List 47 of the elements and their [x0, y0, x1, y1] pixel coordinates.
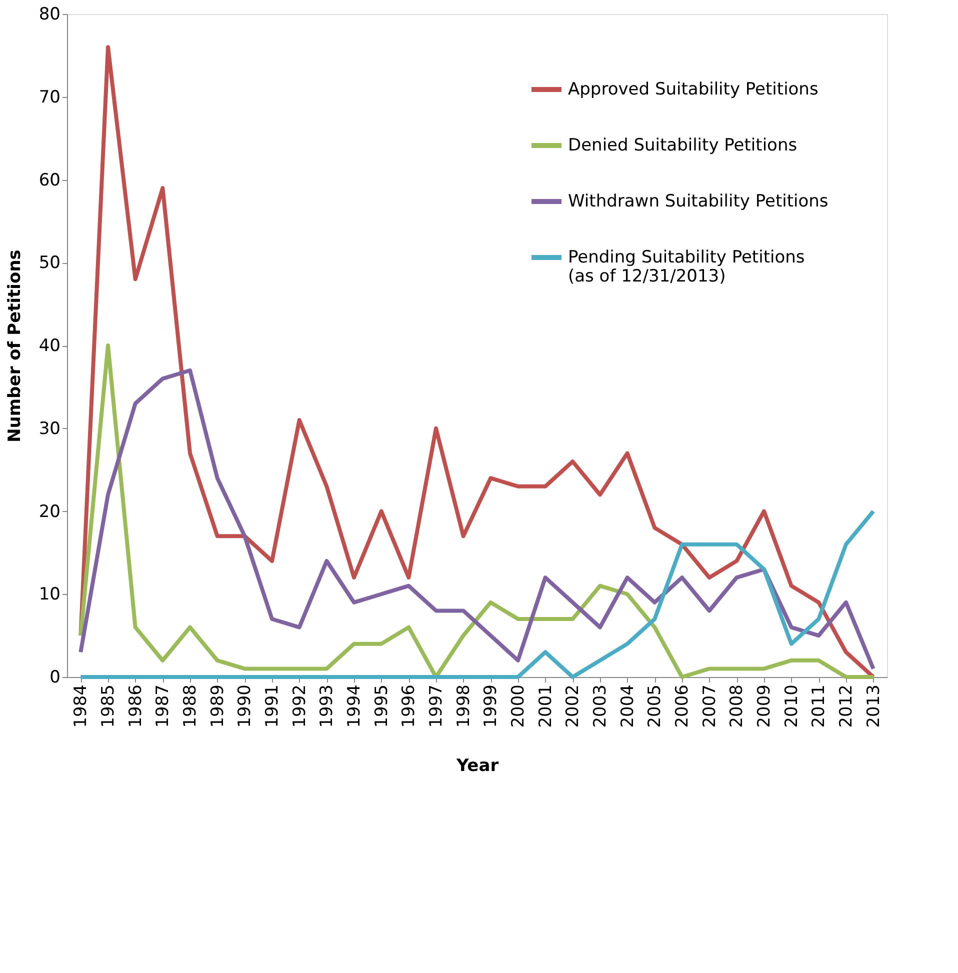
x-tick-label: 1987 [153, 684, 174, 728]
x-tick-label: 2001 [536, 684, 556, 728]
y-tick-label: 0 [50, 668, 60, 688]
x-tick-label: 1989 [208, 684, 228, 728]
x-tick-label: 2002 [563, 684, 584, 728]
x-tick-label: 2003 [590, 684, 610, 728]
x-tick-label: 1997 [426, 684, 446, 728]
x-tick-label: 1991 [262, 684, 282, 728]
x-tick-label: 1986 [126, 684, 146, 728]
y-tick-label: 70 [38, 87, 60, 108]
y-tick-label: 50 [38, 253, 60, 274]
x-tick-label: 1999 [481, 684, 502, 728]
y-tick-label: 80 [38, 4, 60, 24]
x-tick-label: 2006 [672, 684, 692, 728]
x-tick-label: 2013 [864, 684, 884, 728]
x-tick-label: 1992 [290, 684, 310, 728]
x-tick-label: 2010 [782, 684, 802, 728]
x-tick-label: 2005 [645, 684, 666, 728]
x-tick-label: 1990 [235, 684, 256, 728]
x-tick-label: 2009 [754, 684, 774, 728]
x-tick-label: 1988 [180, 684, 200, 728]
line-series [78, 45, 876, 679]
y-tick-label: 10 [38, 584, 60, 605]
x-tick-label: 2000 [508, 684, 528, 728]
x-tick-label: 1996 [399, 684, 420, 728]
y-axis-title: Number of Petitions [4, 250, 25, 442]
y-tick-label: 60 [38, 170, 60, 190]
x-tick-label: 2007 [700, 684, 720, 728]
x-tick-label: 1995 [372, 684, 392, 728]
x-tick-label: 2012 [836, 684, 856, 728]
legend-label: Pending Suitability Petitions (as of 12/31/2013) [568, 248, 805, 286]
legend-label: Approved Suitability Petitions [568, 80, 818, 100]
y-tick-label: 30 [38, 418, 60, 439]
x-tick-label: 1984 [71, 684, 92, 728]
line-series [78, 509, 876, 679]
legend-label: Withdrawn Suitability Petitions [568, 192, 828, 212]
x-tick-label: 1985 [98, 684, 118, 728]
legend-label: Denied Suitability Petitions [568, 136, 798, 156]
x-axis-title: Year [455, 756, 500, 776]
x-tick-label: 1994 [344, 684, 364, 728]
y-tick-label: 20 [38, 502, 60, 522]
x-tick-label: 1993 [317, 684, 338, 728]
x-tick-label: 1998 [454, 684, 474, 728]
x-tick-label: 2004 [618, 684, 638, 728]
x-tick-label: 2008 [727, 684, 748, 728]
y-tick-label: 40 [38, 336, 60, 356]
x-tick-label: 2011 [809, 684, 830, 728]
